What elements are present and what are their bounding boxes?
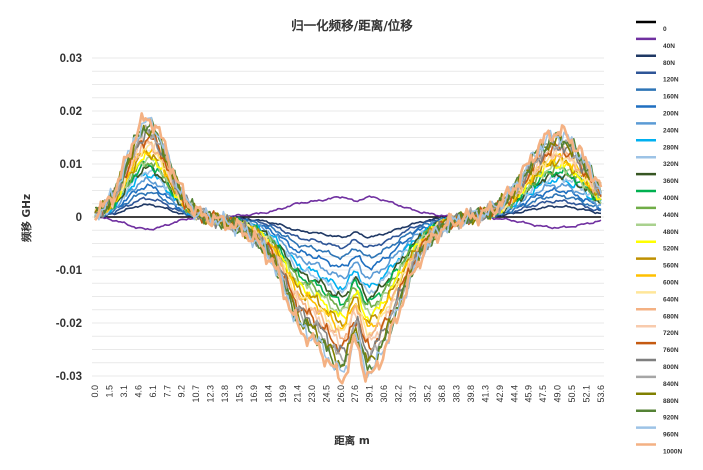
y-tick-label: 0 — [76, 212, 82, 224]
x-tick-label: 10.7 — [191, 385, 201, 403]
legend-label: 400N — [663, 195, 679, 202]
x-tick-label: 38.3 — [451, 385, 461, 403]
x-tick-label: 18.4 — [264, 385, 274, 403]
legend-label: 320N — [663, 161, 679, 168]
x-tick-label: 36.8 — [437, 385, 447, 403]
legend-label: 920N — [663, 415, 679, 422]
y-tick-label: -0.01 — [56, 265, 83, 277]
legend-label: 80N — [663, 60, 675, 67]
series-line-80n — [94, 203, 602, 239]
series-lines — [93, 112, 603, 385]
legend-label: 760N — [663, 347, 679, 354]
x-tick-label: 15.3 — [235, 385, 245, 403]
legend-label: 560N — [663, 263, 679, 270]
x-tick-label: 42.9 — [495, 385, 505, 403]
series-line-160n — [94, 191, 602, 261]
x-tick-label: 45.9 — [524, 385, 534, 403]
y-axis-ticks: 0.03 0.02 0.01 0 -0.01 -0.02 -0.03 — [56, 53, 83, 383]
legend-label: 880N — [663, 398, 679, 405]
y-tick-label: -0.03 — [56, 371, 82, 383]
x-tick-label: 19.9 — [278, 385, 288, 403]
x-tick-label: 12.3 — [206, 385, 216, 403]
legend-label: 640N — [663, 296, 679, 303]
legend-label: 520N — [663, 246, 679, 253]
legend-label: 360N — [663, 178, 679, 185]
x-tick-label: 35.2 — [423, 385, 433, 403]
series-line-880n — [94, 124, 602, 367]
legend: 0 40N 80N 120N 160N 200N 240N 280N 320N 360N 400N 4… — [636, 20, 682, 456]
x-tick-label: 21.4 — [292, 385, 302, 403]
x-tick-label: 33.7 — [408, 385, 418, 403]
x-tick-label: 26.0 — [336, 385, 346, 403]
x-tick-label: 44.4 — [509, 385, 519, 403]
x-axis-label: 距离 m — [334, 434, 370, 447]
x-tick-label: 30.6 — [379, 385, 389, 403]
x-tick-label: 9.2 — [177, 385, 187, 398]
x-tick-label: 52.1 — [582, 385, 592, 403]
y-tick-label: 0.01 — [60, 159, 83, 171]
x-tick-label: 53.6 — [596, 385, 606, 403]
legend-label: 440N — [663, 212, 679, 219]
x-tick-label: 23.0 — [307, 385, 317, 403]
x-tick-label: 27.6 — [350, 385, 360, 403]
legend-label: 480N — [663, 229, 679, 236]
x-tick-label: 4.6 — [133, 385, 143, 398]
x-tick-label: 13.8 — [220, 385, 230, 403]
legend-label: 200N — [663, 111, 679, 118]
legend-label: 720N — [663, 330, 679, 337]
x-axis-ticks: 0.0 1.5 3.1 4.6 6.1 7.7 9.2 10.7 12.3 13.8 15.3 16.… — [90, 385, 606, 403]
legend-label: 800N — [663, 364, 679, 371]
legend-label: 240N — [663, 127, 679, 134]
x-tick-label: 0.0 — [90, 385, 100, 398]
x-tick-label: 49.0 — [553, 385, 563, 403]
y-tick-label: 0.03 — [60, 53, 82, 65]
x-tick-label: 47.5 — [538, 385, 548, 403]
x-tick-label: 41.3 — [480, 385, 490, 403]
legend-label: 280N — [663, 144, 679, 151]
legend-label: 1000N — [663, 449, 682, 456]
legend-label: 0 — [663, 26, 667, 33]
x-tick-label: 29.1 — [365, 385, 375, 403]
legend-label: 160N — [663, 94, 679, 101]
legend-label: 960N — [663, 432, 679, 439]
y-tick-label: 0.02 — [60, 106, 82, 118]
x-tick-label: 3.1 — [119, 385, 129, 398]
x-tick-label: 50.5 — [567, 385, 577, 403]
series-line-40n — [94, 195, 602, 231]
y-axis-label: 频移 GHz — [20, 194, 33, 242]
x-tick-label: 39.8 — [466, 385, 476, 403]
chart-title: 归一化频移/距离/位移 — [291, 18, 413, 33]
x-tick-label: 32.2 — [394, 385, 404, 403]
legend-label: 600N — [663, 280, 679, 287]
x-tick-label: 16.9 — [249, 385, 259, 403]
y-tick-label: -0.02 — [56, 318, 82, 330]
x-tick-label: 6.1 — [148, 385, 158, 398]
legend-label: 120N — [663, 77, 679, 84]
x-tick-label: 1.5 — [105, 385, 115, 398]
series-line-1000n — [93, 112, 603, 385]
x-tick-label: 24.5 — [321, 385, 331, 403]
legend-label: 680N — [663, 313, 679, 320]
x-tick-label: 7.7 — [162, 385, 172, 398]
series-line-120n — [94, 196, 602, 250]
legend-label: 40N — [663, 43, 675, 50]
legend-label: 840N — [663, 381, 679, 388]
